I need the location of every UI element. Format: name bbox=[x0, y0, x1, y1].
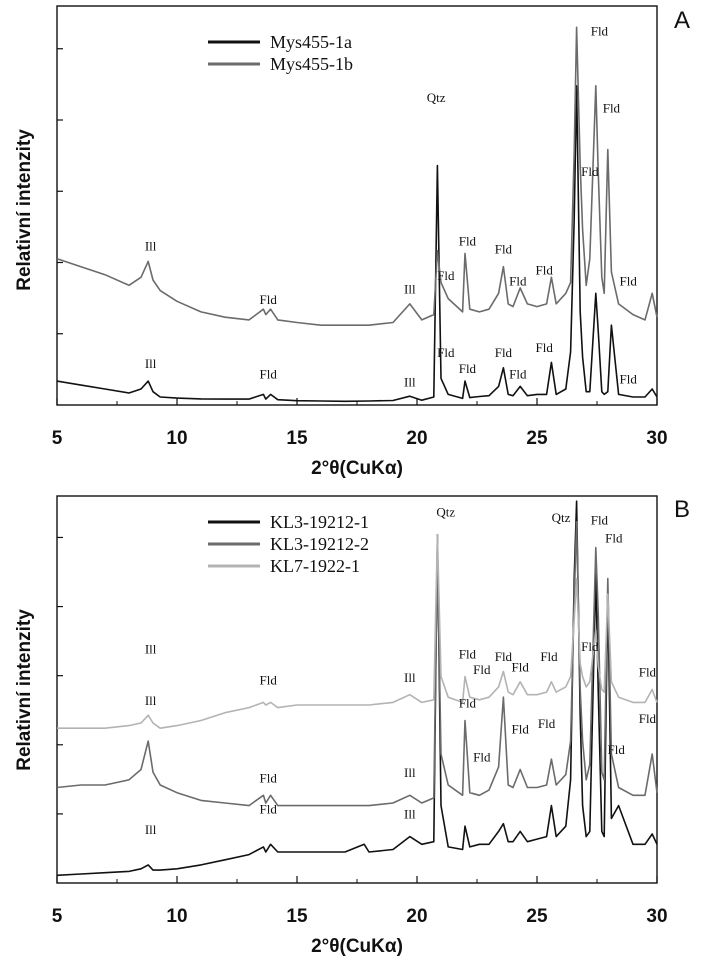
panel-b-panel-label: B bbox=[674, 496, 690, 523]
panel-b-peak-annotation: Fld bbox=[512, 721, 530, 736]
panel-b-peak-annotation: Fld bbox=[605, 530, 623, 545]
panel-b-series-line-2 bbox=[56, 520, 658, 807]
panel-b-peak-annotation: Fld bbox=[459, 696, 477, 711]
panel-b-x-tick-label: 15 bbox=[286, 906, 308, 927]
panel-b-peak-annotation: Fld bbox=[639, 665, 657, 680]
panel-a-peak-annotation: Fld bbox=[437, 345, 455, 360]
panel-a-peak-annotation: Fld bbox=[620, 372, 638, 387]
panel-a-x-tick-label: 15 bbox=[286, 428, 308, 449]
panel-b-series-line-1 bbox=[56, 500, 658, 877]
panel-b-x-axis-label: 2°θ(CuKα) bbox=[311, 936, 403, 957]
panel-b-peak-annotation: Ill bbox=[145, 822, 157, 837]
panel-a-peak-annotation: Fld bbox=[260, 366, 278, 381]
panel-a-peak-annotation: Fld bbox=[260, 292, 278, 307]
panel-a-peak-annotation: Ill bbox=[404, 281, 416, 296]
panel-a-peak-annotation: Fld bbox=[581, 164, 599, 179]
panel-a-panel-label: A bbox=[674, 7, 690, 34]
panel-a-peak-annotation: Fld bbox=[437, 268, 455, 283]
panel-a-peak-annotation: Fld bbox=[459, 233, 477, 248]
panel-a-y-axis-label: Relativní intenzity bbox=[14, 129, 35, 291]
panel-b-legend-label-2: KL3-19212-2 bbox=[270, 534, 369, 554]
panel-a-peak-annotation: Fld bbox=[495, 345, 513, 360]
panel-a-peak-annotation: Fld bbox=[603, 100, 621, 115]
panel-b-peak-annotation: Fld bbox=[473, 750, 491, 765]
panel-a-peak-annotation: Fld bbox=[459, 361, 477, 376]
panel-a-peak-annotation: Fld bbox=[536, 340, 554, 355]
panel-b-peak-annotation: Ill bbox=[145, 693, 157, 708]
panel-b-peak-annotation: Fld bbox=[260, 801, 278, 816]
panel-b-peak-annotation: Fld bbox=[495, 649, 513, 664]
panel-b-peak-annotation: Qtz bbox=[436, 505, 455, 520]
panel-a-x-axis-label: 2°θ(CuKα) bbox=[311, 458, 403, 479]
panel-a-peak-annotation: Fld bbox=[536, 263, 554, 278]
panel-b-x-tick-label: 20 bbox=[406, 906, 427, 927]
panel-b-y-axis-label: Relativní intenzity bbox=[14, 609, 35, 771]
panel-b-x-tick-label: 30 bbox=[646, 906, 667, 927]
panel-b-peak-annotation: Fld bbox=[639, 711, 657, 726]
panel-a-legend-label-1: Mys455-1a bbox=[270, 32, 352, 52]
panel-b-peak-annotation: Fld bbox=[473, 662, 491, 677]
panel-a-plot-frame bbox=[56, 5, 658, 406]
panel-b-peak-annotation: Ill bbox=[404, 765, 416, 780]
panel-a-series-line-1 bbox=[56, 85, 658, 403]
panel-a-peak-annotation: Ill bbox=[145, 356, 157, 371]
panel-b-legend-label-1: KL3-19212-1 bbox=[270, 512, 369, 532]
panel-a-legend-label-2: Mys455-1b bbox=[270, 54, 353, 74]
panel-a-peak-annotation: Fld bbox=[591, 23, 609, 38]
panel-a-peak-annotation: Fld bbox=[509, 366, 527, 381]
panel-b-peak-annotation: Fld bbox=[540, 649, 558, 664]
panel-a-series-line-2 bbox=[56, 26, 658, 327]
panel-a-peak-annotation: Ill bbox=[145, 239, 157, 254]
panel-b-peak-annotation: Fld bbox=[581, 639, 599, 654]
panel-b-peak-annotation: Fld bbox=[459, 647, 477, 662]
panel-b-peak-annotation: Fld bbox=[591, 512, 609, 527]
panel-a-peak-annotation: Fld bbox=[620, 273, 638, 288]
panel-b-peak-annotation: Ill bbox=[145, 641, 157, 656]
panel-b-peak-annotation: Fld bbox=[608, 742, 626, 757]
panel-b-peak-annotation: Qtz bbox=[552, 510, 571, 525]
panel-a-x-tick-label: 30 bbox=[646, 428, 667, 449]
panel-b-legend-label-3: KL7-1922-1 bbox=[270, 556, 360, 576]
panel-a-x-tick-label: 20 bbox=[406, 428, 427, 449]
panel-b-peak-annotation: Fld bbox=[260, 770, 278, 785]
panel-b-x-tick-label: 25 bbox=[526, 906, 548, 927]
panel-a-x-tick-label: 25 bbox=[526, 428, 548, 449]
panel-a-peak-annotation: Fld bbox=[509, 273, 527, 288]
panel-b-peak-annotation: Ill bbox=[404, 670, 416, 685]
panel-b-peak-annotation: Fld bbox=[512, 659, 530, 674]
panel-a-peak-annotation: Ill bbox=[404, 374, 416, 389]
panel-b-series-line-3 bbox=[57, 533, 658, 730]
panel-a-x-tick-label: 5 bbox=[52, 428, 63, 449]
panel-a-peak-annotation: Qtz bbox=[427, 90, 446, 105]
panel-b-peak-annotation: Fld bbox=[538, 716, 556, 731]
panel-a-peak-annotation: Fld bbox=[495, 241, 513, 256]
panel-b-x-tick-label: 5 bbox=[52, 906, 63, 927]
panel-b-peak-annotation: Ill bbox=[404, 807, 416, 822]
panel-b-x-tick-label: 10 bbox=[166, 906, 187, 927]
panel-a-x-tick-label: 10 bbox=[166, 428, 187, 449]
panel-b-peak-annotation: Fld bbox=[260, 672, 278, 687]
